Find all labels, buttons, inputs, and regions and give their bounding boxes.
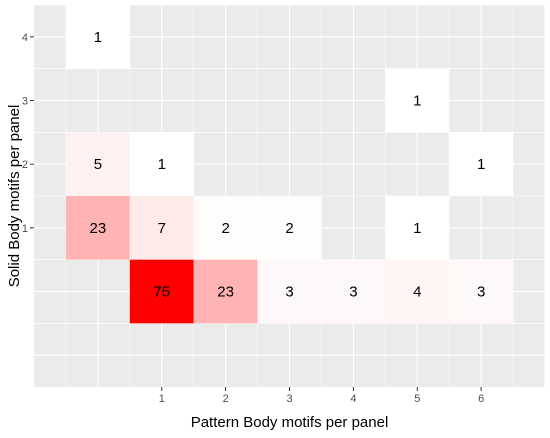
- y-tick-label: 2: [22, 159, 28, 171]
- cell-value-label: 1: [477, 156, 485, 173]
- x-tick-label: 6: [478, 393, 484, 405]
- cell-value-label: 3: [477, 284, 485, 301]
- cell-value-label: 5: [94, 156, 102, 173]
- heatmap-cell: [65, 196, 130, 260]
- heatmap-cell: [385, 196, 450, 260]
- heatmap-cells: [65, 5, 514, 324]
- x-tick-label: 1: [159, 393, 165, 405]
- cell-value-label: 7: [158, 220, 166, 237]
- heatmap-cell: [193, 196, 258, 260]
- y-tick-label: 1: [22, 223, 28, 235]
- x-tick-label: 5: [414, 393, 420, 405]
- cell-value-label: 1: [94, 29, 102, 46]
- y-axis-title: Solid Body motifs per panel: [6, 105, 23, 288]
- cell-value-label: 23: [217, 284, 234, 301]
- heatmap-cell: [193, 259, 258, 324]
- heatmap-cell: [65, 132, 130, 196]
- heatmap-cell: [257, 196, 322, 260]
- cell-value-label: 1: [158, 156, 166, 173]
- heatmap-cell: [385, 68, 450, 133]
- cell-value-label: 75: [153, 284, 170, 301]
- y-axis-ticks: 1 2 3 4: [22, 32, 34, 235]
- heatmap-cell: [257, 259, 322, 324]
- heatmap-cell: [449, 259, 514, 324]
- x-tick-label: 4: [350, 393, 356, 405]
- cell-value-label: 1: [413, 220, 421, 237]
- cell-value-label: 1: [413, 93, 421, 110]
- heatmap-cell: [385, 259, 450, 324]
- heatmap-cell: [321, 259, 386, 324]
- x-tick-label: 2: [223, 393, 229, 405]
- x-axis-ticks: 1 2 3 4 5 6: [159, 387, 484, 405]
- heatmap-cell: [129, 132, 194, 196]
- heatmap-cell: [449, 132, 514, 196]
- heatmap-cell: [129, 259, 194, 324]
- heatmap-cell: [65, 5, 130, 69]
- cell-labels: 1 1 5 1 1 23 7 2 2 1 75 23 3 3 4 3: [90, 29, 486, 301]
- heatmap-cell: [129, 196, 194, 260]
- cell-value-label: 23: [90, 220, 107, 237]
- cell-value-label: 3: [285, 284, 293, 301]
- x-tick-label: 3: [286, 393, 292, 405]
- cell-value-label: 2: [285, 220, 293, 237]
- cell-value-label: 4: [413, 284, 421, 301]
- y-tick-label: 4: [22, 32, 28, 44]
- y-tick-label: 3: [22, 96, 28, 108]
- cell-value-label: 3: [349, 284, 357, 301]
- cell-value-label: 2: [221, 220, 229, 237]
- x-axis-title: Pattern Body motifs per panel: [191, 414, 389, 431]
